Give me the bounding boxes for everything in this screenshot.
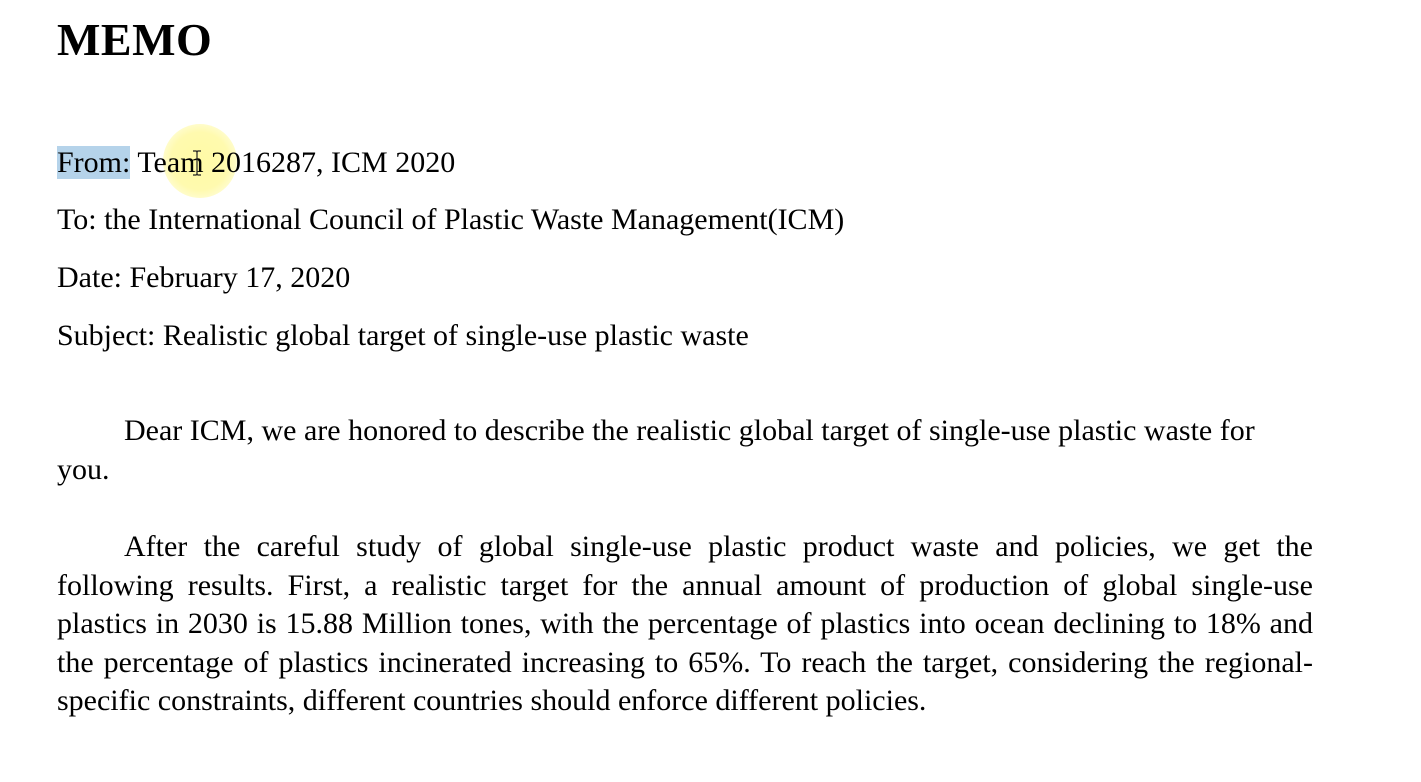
memo-title: MEMO [57,14,213,65]
cursor-highlight-halo [163,124,237,198]
from-team[interactable]: Team [137,146,204,179]
body-paragraph-greeting[interactable]: Dear ICM, we are honored to describe the… [57,414,1255,486]
from-team-id[interactable]: 2016287, ICM 2020 [203,146,456,179]
to-line[interactable]: To: the International Council of Plastic… [57,203,845,236]
from-label[interactable]: From: [57,146,131,179]
subject-line[interactable]: Subject: Realistic global target of sing… [57,319,749,352]
date-line[interactable]: Date: February 17, 2020 [57,261,351,294]
body-paragraph-results[interactable]: After the careful study of global single… [57,530,1313,717]
i-beam-cursor-icon [193,150,201,176]
from-line[interactable]: From: Team 2016287, ICM 2020 [57,144,455,182]
